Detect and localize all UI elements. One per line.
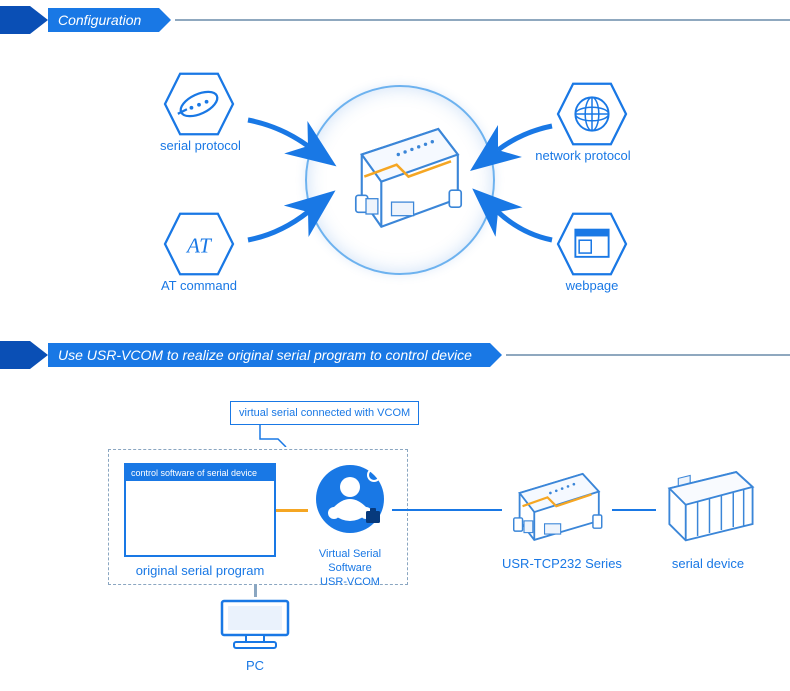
plc-node: serial device	[656, 463, 760, 571]
plc-icon	[656, 463, 760, 545]
program-box: control software of serial device	[124, 463, 276, 557]
pc-stem	[254, 585, 257, 597]
header-triangle	[30, 6, 48, 34]
blue-conn-2	[612, 509, 656, 511]
device-icon	[502, 463, 612, 545]
orange-conn	[276, 509, 308, 512]
program-label: original serial program	[124, 563, 276, 578]
plc-label: serial device	[656, 556, 760, 571]
pc-label: PC	[210, 658, 300, 673]
config-arrows	[0, 40, 790, 330]
header-accent	[0, 341, 30, 369]
config-title: Configuration	[48, 8, 159, 32]
person-icon	[308, 461, 392, 543]
callout: virtual serial connected with VCOM	[230, 401, 419, 447]
program-banner: control software of serial device	[126, 465, 274, 481]
vcom-line1: Virtual Serial Software	[308, 548, 392, 576]
header-triangle	[30, 341, 48, 369]
tcp232-label: USR-TCP232 Series	[502, 556, 612, 571]
vcom-line2: USR-VCOM	[308, 576, 392, 590]
pc-node: PC	[210, 597, 300, 673]
chain-diagram: virtual serial connected with VCOM contr…	[0, 389, 790, 669]
blue-conn-1	[392, 509, 502, 511]
callout-text: virtual serial connected with VCOM	[239, 407, 410, 419]
vcom-header: Use USR-VCOM to realize original serial …	[0, 341, 790, 369]
tcp232-node: USR-TCP232 Series	[502, 463, 612, 571]
config-diagram: serial protocol AT AT command network pr…	[0, 40, 790, 330]
section2: Use USR-VCOM to realize original serial …	[0, 341, 790, 669]
monitor-icon	[210, 597, 300, 653]
header-line	[175, 19, 790, 21]
vcom-title: Use USR-VCOM to realize original serial …	[48, 343, 490, 367]
header-accent	[0, 6, 30, 34]
vcom-node: Virtual Serial Software USR-VCOM	[308, 461, 392, 589]
header-line	[506, 354, 790, 356]
config-header: Configuration	[0, 6, 790, 34]
